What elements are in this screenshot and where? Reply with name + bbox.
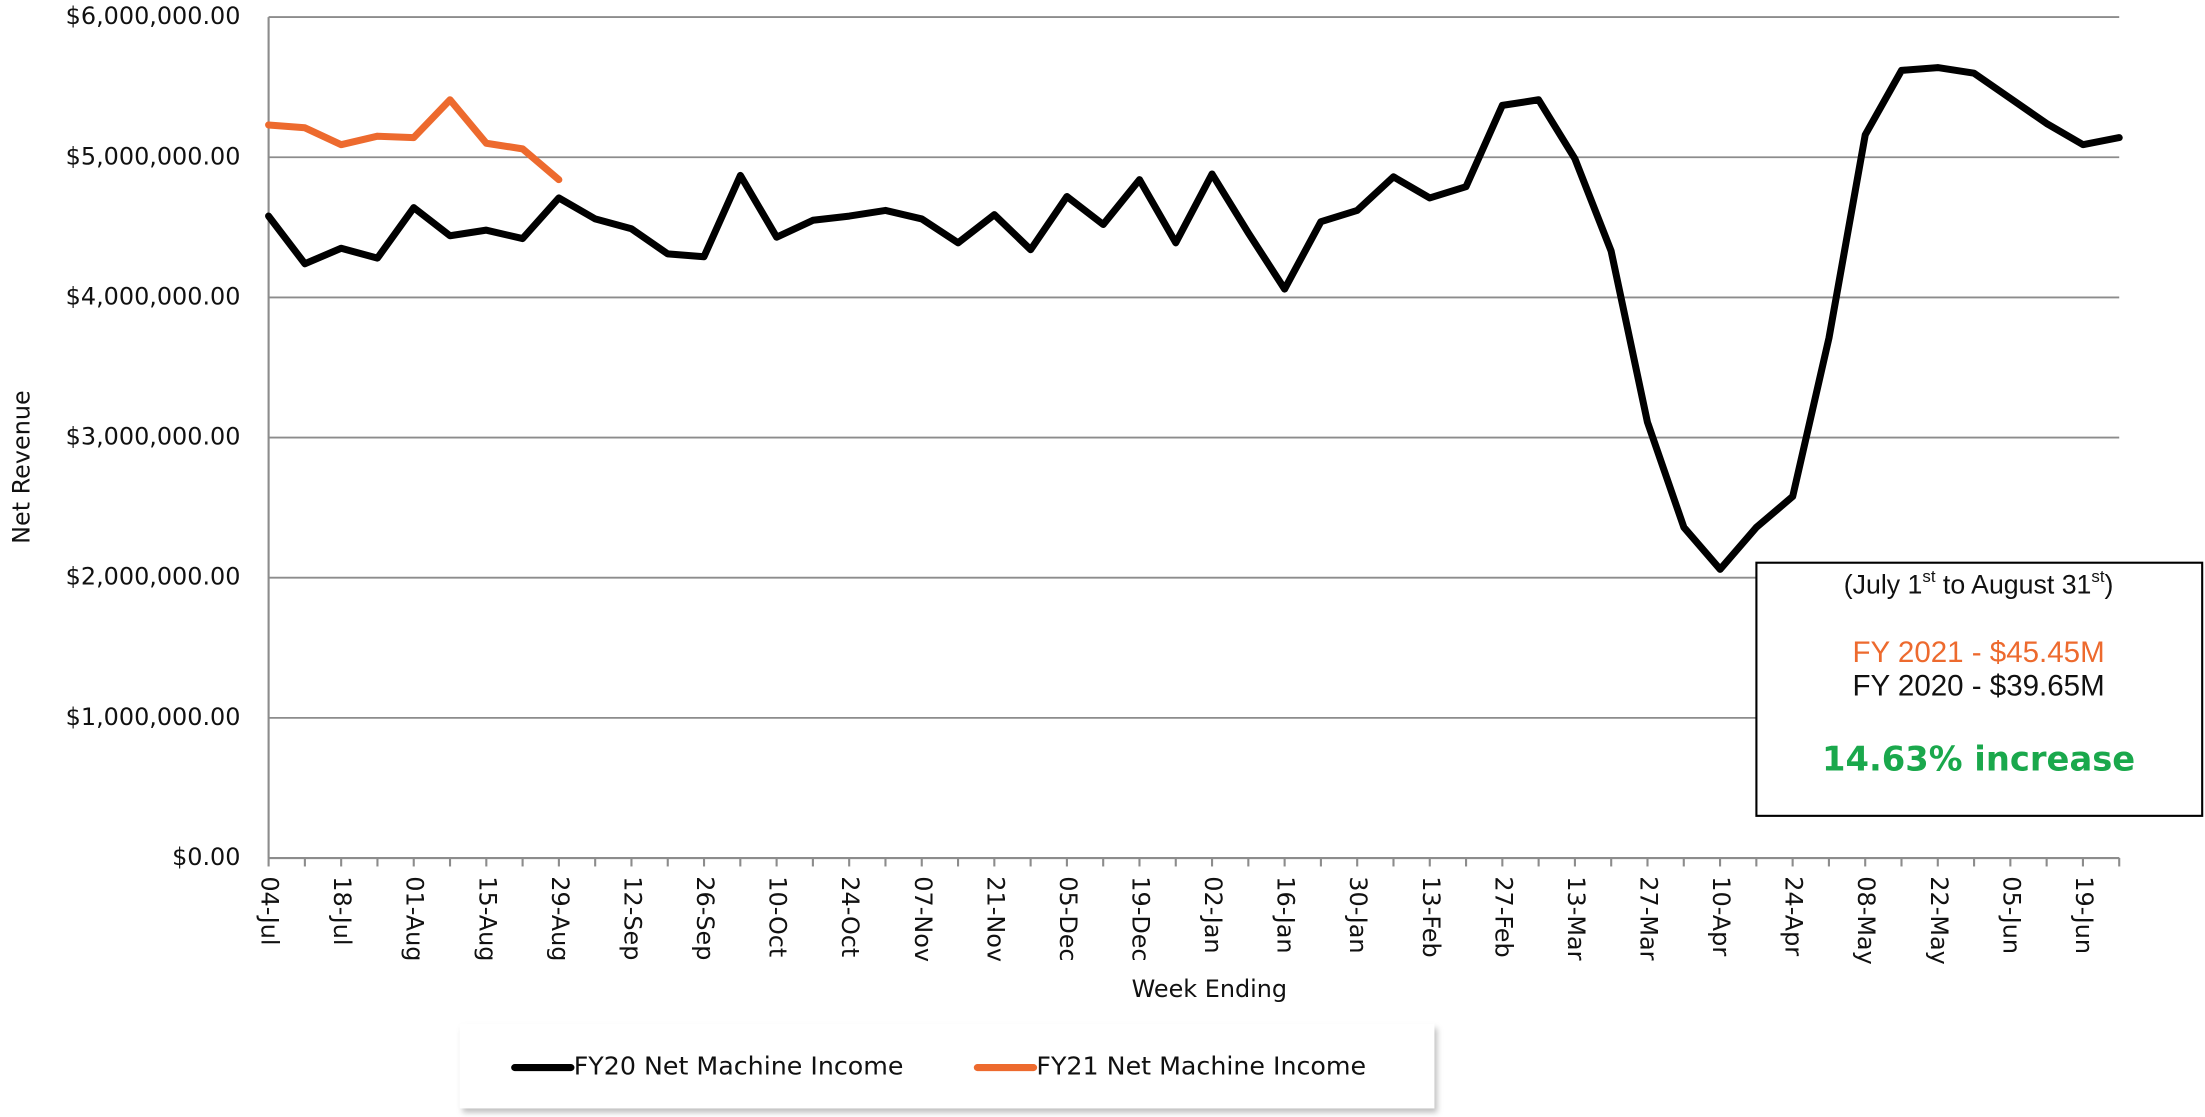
x-tick-label: 07-Nov	[909, 876, 937, 962]
series-line	[265, 64, 2123, 573]
x-tick-label: 05-Dec	[1054, 876, 1082, 961]
x-tick-label: 16-Jan	[1272, 876, 1300, 953]
x-tick-label: 12-Sep	[618, 876, 646, 960]
y-tick-label: $0.00	[172, 843, 240, 871]
annotation-box	[1755, 561, 2204, 817]
annotation-text: to August 31	[1936, 570, 2092, 600]
x-tick-label: 19-Jun	[2070, 876, 2098, 954]
x-tick-label: 29-Aug	[546, 876, 574, 961]
annotation-text: )	[2105, 570, 2114, 600]
y-tick-label: $1,000,000.00	[66, 703, 241, 731]
x-tick-label: 19-Dec	[1126, 876, 1154, 961]
y-tick-label: $4,000,000.00	[66, 282, 241, 310]
x-tick-label: 01-Aug	[401, 876, 429, 961]
x-tick-label: 27-Mar	[1634, 876, 1662, 960]
superscript: st	[1922, 568, 1935, 587]
annotation-text: (July 1	[1844, 570, 1923, 600]
x-tick-label: 13-Feb	[1417, 876, 1445, 957]
annotation-period: (July 1st to August 31st)	[1844, 568, 2114, 600]
legend-label: FY21 Net Machine Income	[1036, 1052, 1366, 1081]
x-tick-label: 26-Sep	[691, 876, 719, 960]
y-axis-label: Net Revenue	[8, 390, 36, 544]
x-tick-label: 24-Oct	[836, 876, 864, 957]
x-tick-label: 08-May	[1852, 876, 1880, 964]
x-tick-label: 21-Nov	[981, 876, 1009, 962]
x-tick-label: 30-Jan	[1344, 876, 1372, 953]
legend-box	[459, 1023, 1435, 1109]
x-tick-label: 02-Jan	[1199, 876, 1227, 953]
x-tick-label: 15-Aug	[473, 876, 501, 961]
x-tick-label: 05-Jun	[1997, 876, 2025, 954]
superscript: st	[2091, 568, 2104, 587]
x-tick-label: 18-Jul	[328, 876, 356, 945]
x-tick-label: 10-Oct	[764, 876, 792, 957]
x-tick-label: 13-Mar	[1562, 876, 1590, 960]
x-tick-label: 24-Apr	[1780, 876, 1808, 956]
y-tick-label: $6,000,000.00	[66, 2, 241, 30]
annotation-line: FY 2020 - $39.65M	[1853, 670, 2105, 703]
x-tick-label: 22-May	[1925, 876, 1953, 964]
x-tick-label: 27-Feb	[1489, 876, 1517, 957]
series-line	[265, 96, 563, 184]
annotation-highlight: 14.63% increase	[1822, 740, 2135, 779]
annotation-line: FY 2021 - $45.45M	[1853, 636, 2105, 669]
y-tick-label: $2,000,000.00	[66, 563, 241, 591]
x-axis-label: Week Ending	[1132, 975, 1287, 1003]
y-tick-label: $3,000,000.00	[66, 423, 241, 451]
x-tick-label: 04-Jul	[256, 876, 284, 945]
legend-label: FY20 Net Machine Income	[574, 1052, 904, 1081]
x-tick-label: 10-Apr	[1707, 876, 1735, 956]
y-tick-label: $5,000,000.00	[66, 142, 241, 170]
